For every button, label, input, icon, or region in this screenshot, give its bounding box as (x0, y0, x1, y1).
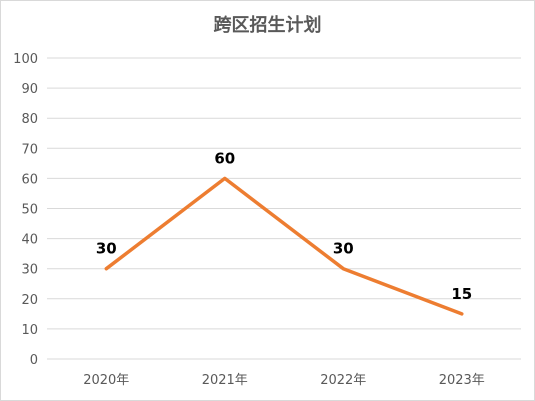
data-label: 30 (96, 240, 117, 258)
y-tick-label: 100 (13, 52, 38, 67)
chart-title: 跨区招生计划 (213, 15, 322, 36)
x-tick-label: 2021年 (202, 373, 248, 388)
y-tick-label: 80 (21, 112, 38, 127)
x-tick-label: 2023年 (439, 373, 485, 388)
data-label: 60 (214, 149, 235, 167)
y-tick-label: 10 (21, 323, 38, 338)
x-axis-ticks: 2020年 2021年 2022年 2023年 (83, 373, 485, 388)
x-tick-label: 2022年 (320, 373, 366, 388)
y-tick-label: 60 (21, 172, 38, 187)
data-label: 15 (451, 285, 472, 303)
y-tick-label: 40 (21, 233, 38, 248)
y-tick-label: 20 (21, 293, 38, 308)
x-tick-label: 2020年 (83, 373, 129, 388)
data-label: 30 (333, 240, 354, 258)
data-labels: 30 60 30 15 (96, 149, 472, 302)
series-lines (104, 176, 464, 316)
gridlines (47, 57, 521, 360)
y-tick-label: 70 (21, 142, 38, 157)
series-line (104, 176, 464, 316)
y-tick-label: 30 (21, 263, 38, 278)
y-tick-label: 50 (21, 203, 38, 218)
y-tick-label: 0 (30, 353, 38, 368)
y-tick-label: 90 (21, 82, 38, 97)
y-axis-ticks: 0 10 20 30 40 50 60 70 80 90 100 (13, 52, 38, 368)
